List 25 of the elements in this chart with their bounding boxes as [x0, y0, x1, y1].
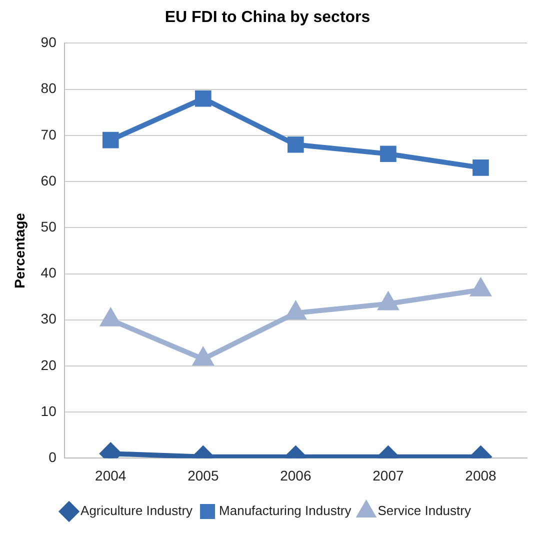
y-tick-label: 60 — [40, 172, 57, 188]
y-tick-label: 90 — [40, 34, 57, 50]
y-tick-label: 70 — [40, 126, 57, 142]
y-tick-label: 40 — [40, 264, 57, 281]
x-tick-label: 2006 — [280, 467, 312, 484]
legend-label: Service Industry — [378, 503, 472, 518]
y-axis-title: Percentage — [11, 212, 28, 288]
y-tick-label: 10 — [40, 402, 57, 419]
point — [195, 90, 212, 107]
legend-label: Manufacturing Industry — [219, 503, 352, 518]
y-tick-label: 0 — [48, 449, 57, 466]
point — [380, 146, 396, 162]
chart-title: EU FDI to China by sectors — [164, 9, 370, 26]
point — [472, 160, 489, 176]
x-tick-label: 2004 — [95, 467, 126, 484]
x-tick-label: 2005 — [188, 467, 219, 484]
point — [102, 132, 119, 148]
y-tick-label: 20 — [40, 356, 57, 373]
y-tick-label: 30 — [40, 310, 57, 327]
y-tick-label: 80 — [40, 80, 57, 96]
point — [288, 136, 304, 153]
y-tick-label: 50 — [40, 218, 57, 235]
legend-label: Agriculture Industry — [80, 503, 194, 518]
x-tick-label: 2007 — [372, 467, 404, 484]
x-tick-label: 2008 — [465, 467, 497, 484]
